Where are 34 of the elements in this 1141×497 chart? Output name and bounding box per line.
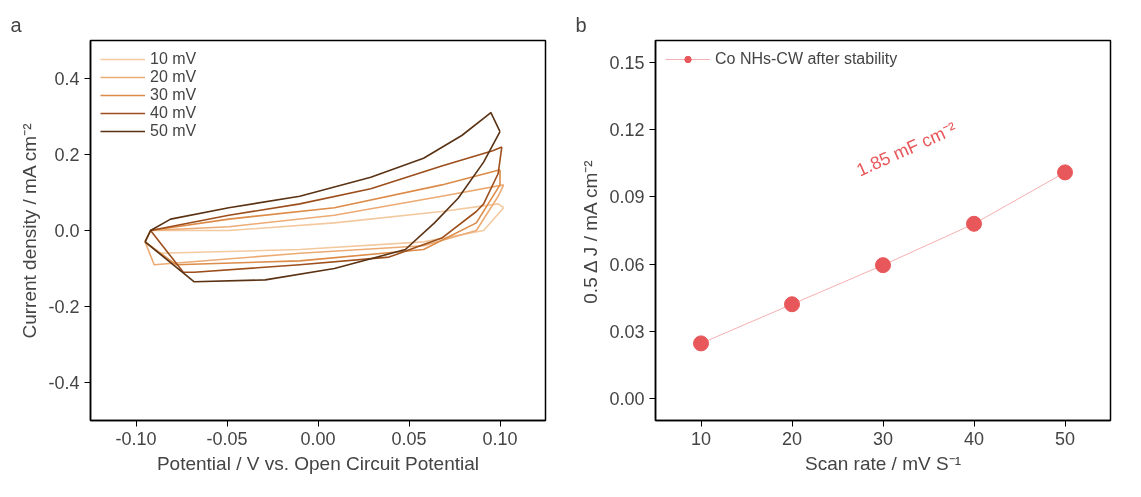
y-tick-label: 0.15 xyxy=(609,53,645,74)
legend-label: 20 mV xyxy=(150,68,197,86)
y-tick-label: 0.00 xyxy=(609,388,645,409)
y-tick-label: 0.12 xyxy=(609,120,645,141)
legend-label: 50 mV xyxy=(150,122,197,140)
x-tick-label: 0.05 xyxy=(391,428,427,449)
y-tick-label: 0.03 xyxy=(609,321,645,342)
legend-label: 10 mV xyxy=(150,50,197,68)
annotation: 1.85 mF cm⁻² xyxy=(853,118,960,181)
y-tick-label: 0.4 xyxy=(54,69,80,89)
x-tick-label: 20 xyxy=(781,428,803,449)
legend-label: 30 mV xyxy=(150,86,197,104)
x-tick-label: 40 xyxy=(963,428,985,449)
x-axis-title: Scan rate / mV S⁻¹ xyxy=(805,452,961,474)
x-tick-label: 10 xyxy=(690,428,712,449)
y-axis-title: Current density / mA cm⁻² xyxy=(19,123,41,339)
x-tick-label: -0.05 xyxy=(206,428,248,449)
x-tick-label: -0.10 xyxy=(115,428,157,449)
x-tick-label: 0.10 xyxy=(482,428,518,449)
y-tick-label: -0.4 xyxy=(48,373,80,393)
y-tick-label: 0.2 xyxy=(54,145,80,165)
y-axis-title: 0.5 Δ J / mA cm⁻² xyxy=(580,160,602,304)
x-tick-label: 0.00 xyxy=(300,428,336,449)
y-tick-label: -0.2 xyxy=(48,297,80,317)
x-tick-label: 50 xyxy=(1054,428,1076,449)
x-axis-title: Potential / V vs. Open Circuit Potential xyxy=(156,452,480,474)
y-tick-label: 0.09 xyxy=(609,187,645,208)
legend-label: Co NHs-CW after stability xyxy=(715,50,898,68)
legend-label: 40 mV xyxy=(150,104,197,122)
chart-title: b xyxy=(575,13,587,36)
y-tick-label: 0.06 xyxy=(609,254,645,275)
y-tick-label: 0.0 xyxy=(54,221,80,241)
x-tick-label: 30 xyxy=(872,428,894,449)
chart-title: a xyxy=(10,13,23,36)
